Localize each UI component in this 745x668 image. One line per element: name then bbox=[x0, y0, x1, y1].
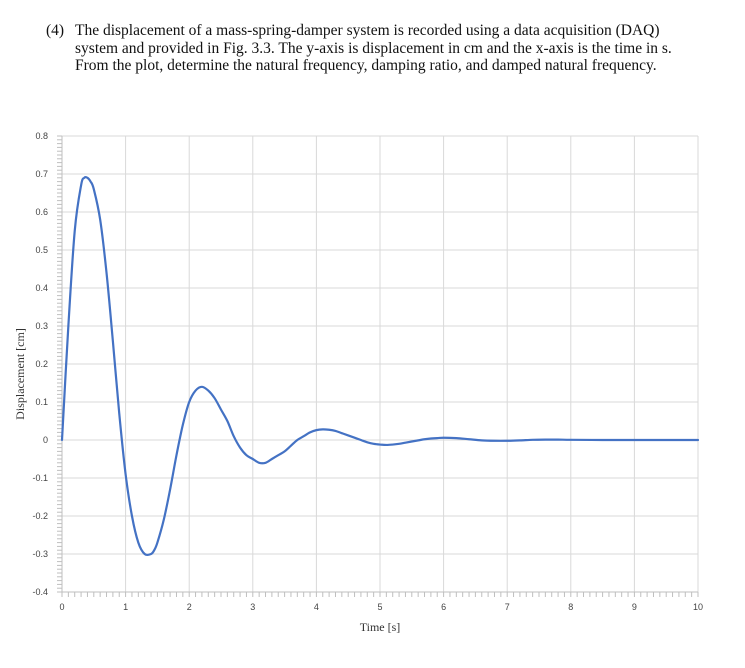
x-tick-label: 5 bbox=[377, 602, 382, 612]
y-tick-labels: 0.8 0.7 0.6 0.5 0.4 0.3 0.2 0.1 0 -0.1 -0.2 -0.3 -0.… bbox=[32, 131, 48, 597]
problem-statement: (4) The displacement of a mass-spring-da… bbox=[46, 22, 696, 75]
axis-minor-ticks bbox=[57, 135, 699, 597]
x-tick-label: 2 bbox=[187, 602, 192, 612]
x-tick-label: 9 bbox=[632, 602, 637, 612]
y-axis-title: Displacement [cm] bbox=[13, 328, 27, 420]
y-tick-label: -0.1 bbox=[32, 473, 48, 483]
x-tick-label: 7 bbox=[505, 602, 510, 612]
y-tick-label: -0.4 bbox=[32, 587, 48, 597]
y-tick-label: 0.7 bbox=[35, 169, 48, 179]
chart-gridlines bbox=[61, 135, 699, 593]
y-tick-label: 0.1 bbox=[35, 397, 48, 407]
x-tick-label: 8 bbox=[568, 602, 573, 612]
x-tick-label: 3 bbox=[250, 602, 255, 612]
x-tick-labels: 0 1 2 3 4 5 6 7 8 9 10 bbox=[59, 602, 703, 612]
series-line bbox=[60, 175, 700, 557]
y-tick-label: 0.5 bbox=[35, 245, 48, 255]
y-tick-label: 0.3 bbox=[35, 321, 48, 331]
problem-number: (4) bbox=[46, 22, 65, 39]
y-tick-label: 0.6 bbox=[35, 207, 48, 217]
y-tick-label: 0.4 bbox=[35, 283, 48, 293]
x-tick-label: 0 bbox=[59, 602, 64, 612]
y-tick-label: -0.2 bbox=[32, 511, 48, 521]
x-tick-label: 10 bbox=[693, 602, 703, 612]
x-tick-label: 6 bbox=[441, 602, 446, 612]
x-axis-title: Time [s] bbox=[360, 620, 401, 634]
y-tick-label: -0.3 bbox=[32, 549, 48, 559]
y-tick-label: 0.8 bbox=[35, 131, 48, 141]
y-tick-label: 0.2 bbox=[35, 359, 48, 369]
y-tick-label: 0 bbox=[43, 435, 48, 445]
x-tick-label: 4 bbox=[314, 602, 319, 612]
problem-text: The displacement of a mass-spring-damper… bbox=[75, 22, 672, 74]
x-tick-label: 1 bbox=[123, 602, 128, 612]
